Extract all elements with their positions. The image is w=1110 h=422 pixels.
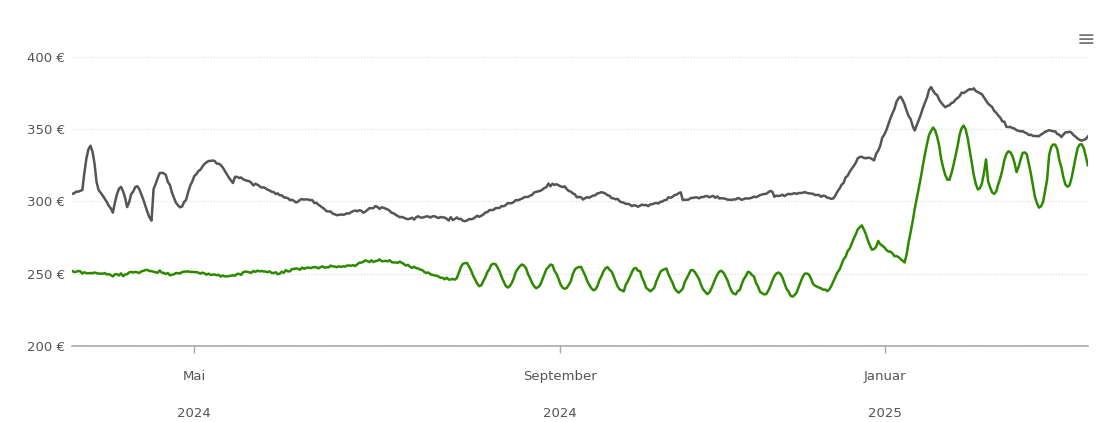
Text: Mai: Mai <box>182 371 205 383</box>
Text: Januar: Januar <box>864 371 906 383</box>
Text: 2025: 2025 <box>868 407 901 420</box>
Text: 2024: 2024 <box>178 407 211 420</box>
Text: 2024: 2024 <box>543 407 576 420</box>
Text: September: September <box>523 371 596 383</box>
Text: ≡: ≡ <box>1077 30 1096 49</box>
